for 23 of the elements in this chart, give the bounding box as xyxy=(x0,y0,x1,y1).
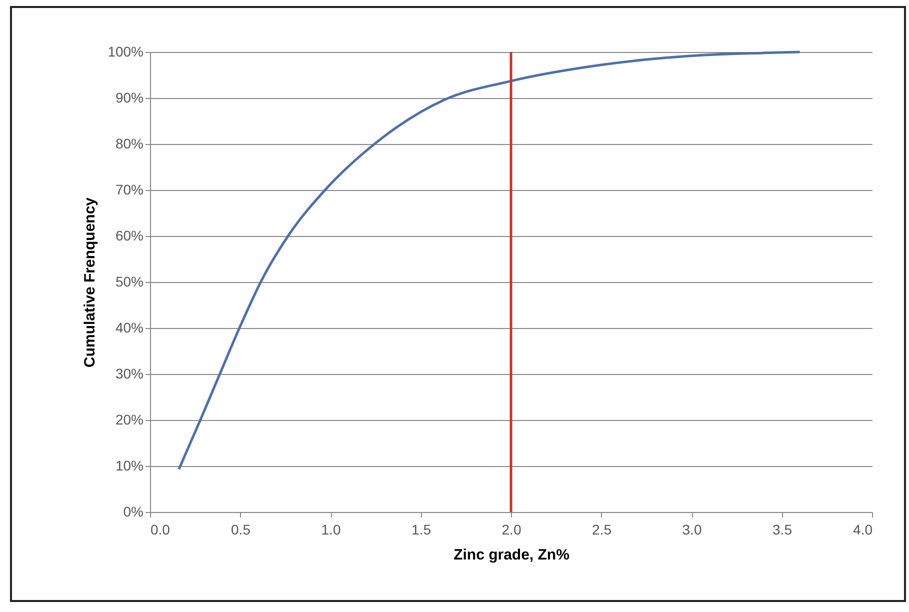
x-tick-label: 3.5 xyxy=(772,522,792,538)
x-tick-label: 4.0 xyxy=(853,522,873,538)
y-tick-label: 90% xyxy=(115,90,144,106)
y-tick-label: 60% xyxy=(115,228,144,244)
y-tick-label: 0% xyxy=(123,504,144,520)
y-tick-label: 80% xyxy=(115,136,144,152)
y-tick-label: 40% xyxy=(115,320,144,336)
x-tick-label: 2.0 xyxy=(502,522,522,538)
y-tick-label: 20% xyxy=(115,412,144,428)
x-tick-label: 3.0 xyxy=(682,522,702,538)
y-tick-label: 70% xyxy=(115,182,144,198)
x-tick-label: 2.5 xyxy=(592,522,612,538)
y-axis-title: Cumulative Frenquency xyxy=(82,196,99,368)
y-tick-label: 30% xyxy=(115,366,144,382)
y-tick-label: 100% xyxy=(108,44,144,60)
y-tick-label: 50% xyxy=(115,274,144,290)
y-tick-label: 10% xyxy=(115,458,144,474)
x-axis-title: Zinc grade, Zn% xyxy=(454,546,570,564)
line-series xyxy=(178,50,802,470)
x-tick-label: 0.0 xyxy=(150,522,170,538)
x-tick-label: 1.0 xyxy=(321,522,341,538)
x-tick-label: 1.5 xyxy=(412,522,432,538)
x-tick-label: 0.5 xyxy=(231,522,251,538)
